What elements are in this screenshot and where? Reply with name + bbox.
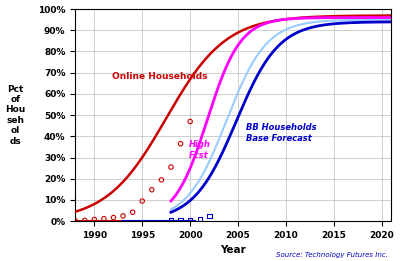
Point (187, 218, 193, 222)
Point (82, 218, 88, 222)
Point (196, 217, 203, 221)
X-axis label: Year: Year (220, 245, 246, 256)
Point (72, 219, 78, 223)
Point (110, 216, 117, 220)
Point (187, 119, 193, 123)
Point (149, 188, 155, 192)
Point (130, 210, 136, 214)
Point (168, 165, 174, 169)
Point (101, 217, 107, 221)
Point (177, 142, 184, 146)
Text: High
Fcst: High Fcst (189, 140, 211, 159)
Y-axis label: Pct
of
Hou
seh
ol
ds: Pct of Hou seh ol ds (6, 85, 26, 146)
Point (139, 199, 146, 203)
Point (91, 217, 98, 222)
Text: BB Households
Base Forecast: BB Households Base Forecast (246, 123, 316, 143)
Point (158, 178, 164, 182)
Text: Source: Technology Futures Inc.: Source: Technology Futures Inc. (276, 252, 388, 258)
Point (120, 214, 126, 218)
Text: Online Households: Online Households (112, 72, 207, 81)
Point (177, 218, 184, 223)
Point (206, 214, 212, 218)
Point (168, 218, 174, 223)
